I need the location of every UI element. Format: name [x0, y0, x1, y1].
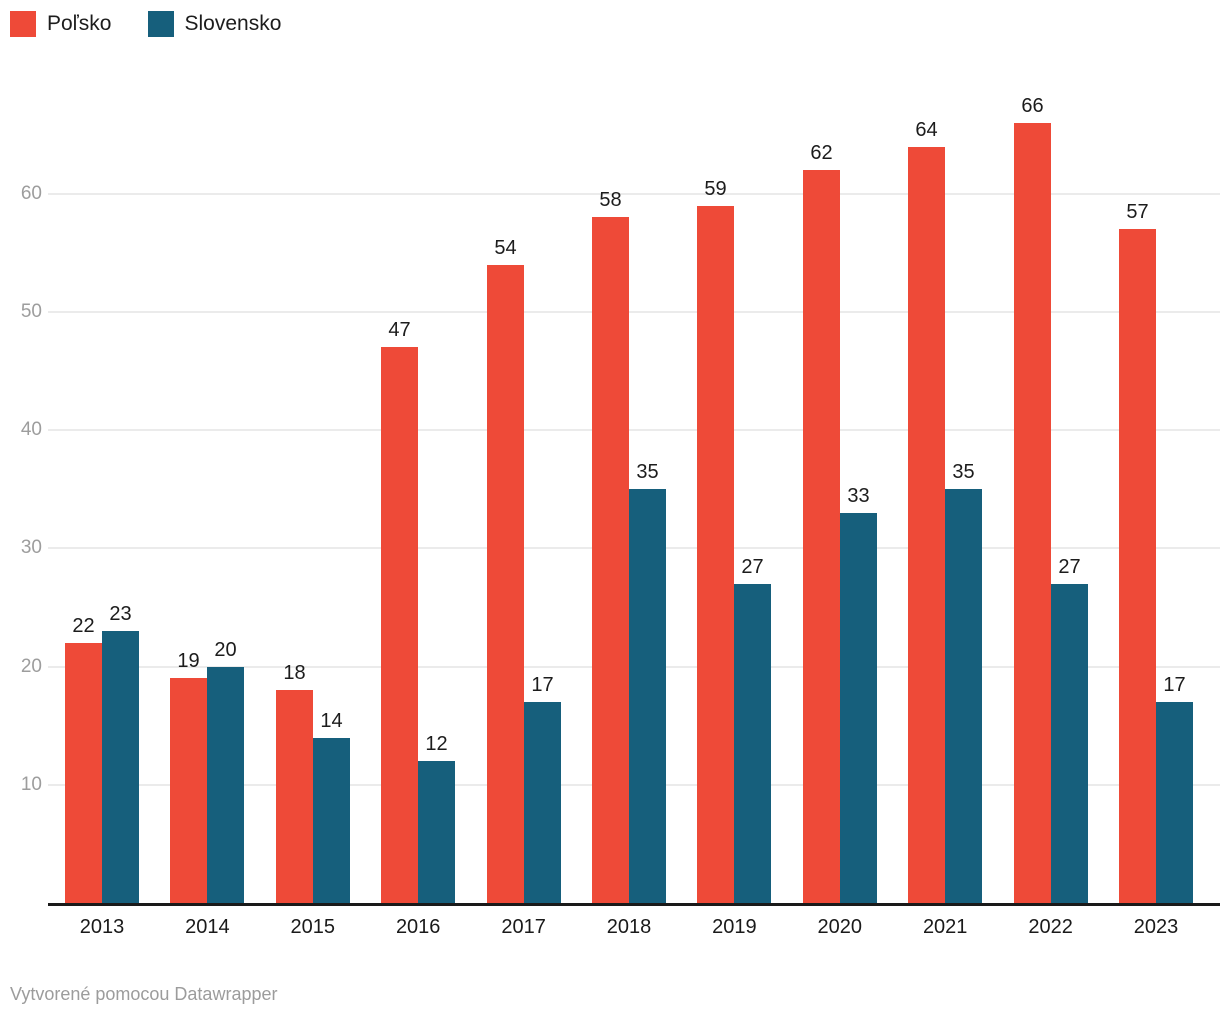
- bar-polsko-2020[interactable]: [803, 170, 840, 903]
- y-axis-tick-label: 10: [20, 774, 42, 795]
- gridline: [48, 311, 1220, 313]
- bar-slovensko-2022[interactable]: [1051, 584, 1088, 903]
- y-axis-tick-label: 20: [20, 656, 42, 677]
- bar-value-label: 57: [1126, 201, 1149, 223]
- bar-polsko-2015[interactable]: [276, 690, 313, 903]
- x-axis-label: 2022: [1028, 916, 1073, 938]
- x-axis-label: 2019: [712, 916, 757, 938]
- bar-polsko-2013[interactable]: [65, 643, 102, 903]
- legend-swatch-polsko: [10, 11, 36, 37]
- bar-value-label: 59: [704, 178, 727, 200]
- bar-value-label: 64: [915, 119, 938, 141]
- bar-slovensko-2014[interactable]: [207, 667, 244, 903]
- bar-value-label: 62: [810, 142, 833, 164]
- bar-value-label: 66: [1021, 95, 1044, 117]
- bar-slovensko-2019[interactable]: [734, 584, 771, 903]
- legend: Poľsko Slovensko: [10, 11, 281, 37]
- bar-polsko-2014[interactable]: [170, 678, 207, 903]
- x-axis-label: 2021: [922, 916, 968, 938]
- bar-value-label: 35: [952, 461, 975, 483]
- bar-slovensko-2023[interactable]: [1156, 702, 1193, 903]
- y-axis-tick-label: 40: [20, 419, 42, 440]
- attribution-link[interactable]: Vytvorené pomocou Datawrapper: [10, 984, 278, 1004]
- y-axis-tick-label: 30: [20, 537, 42, 558]
- gridline: [48, 193, 1220, 195]
- bar-value-label: 58: [599, 189, 622, 211]
- bar-polsko-2017[interactable]: [487, 265, 524, 903]
- x-axis-label: 2014: [185, 916, 230, 938]
- bar-slovensko-2021[interactable]: [945, 489, 982, 903]
- bar-value-label: 23: [109, 603, 132, 625]
- x-axis-label: 2017: [501, 916, 546, 938]
- bar-slovensko-2015[interactable]: [313, 738, 350, 903]
- bar-value-label: 17: [1163, 674, 1186, 696]
- bar-value-label: 17: [531, 674, 554, 696]
- bar-polsko-2019[interactable]: [697, 206, 734, 903]
- bar-value-label: 18: [283, 662, 306, 684]
- bar-value-label: 14: [320, 710, 343, 732]
- bar-value-label: 35: [636, 461, 659, 483]
- bar-value-label: 27: [741, 556, 764, 578]
- bar-value-label: 47: [388, 319, 411, 341]
- bar-slovensko-2017[interactable]: [524, 702, 561, 903]
- gridline: [48, 429, 1220, 431]
- x-axis-label: 2023: [1133, 916, 1179, 938]
- x-axis-label: 2015: [290, 916, 336, 938]
- legend-label-polsko: Poľsko: [47, 12, 112, 35]
- bar-slovensko-2018[interactable]: [629, 489, 666, 903]
- bar-value-label: 20: [214, 639, 237, 661]
- x-axis-label: 2016: [395, 916, 441, 938]
- y-axis-tick-label: 60: [20, 183, 42, 204]
- legend-swatch-slovensko: [147, 11, 174, 37]
- bar-value-label: 22: [72, 615, 95, 637]
- y-axis-tick-label: 50: [20, 301, 42, 322]
- bar-polsko-2021[interactable]: [908, 147, 945, 903]
- legend-item-slovensko: Slovensko: [147, 11, 282, 37]
- legend-label-slovensko: Slovensko: [184, 12, 282, 35]
- bar-slovensko-2016[interactable]: [418, 761, 455, 903]
- bar-polsko-2018[interactable]: [592, 217, 629, 903]
- bar-value-label: 27: [1058, 556, 1081, 578]
- bar-slovensko-2020[interactable]: [840, 513, 877, 903]
- bar-polsko-2016[interactable]: [381, 347, 418, 903]
- bar-value-label: 54: [494, 237, 517, 259]
- bar-polsko-2023[interactable]: [1119, 229, 1156, 903]
- bar-value-label: 12: [425, 733, 448, 755]
- x-axis-label: 2013: [79, 916, 125, 938]
- x-axis-line: [48, 903, 1220, 906]
- bar-value-label: 33: [847, 485, 870, 507]
- x-axis-label: 2018: [606, 916, 652, 938]
- bar-slovensko-2013[interactable]: [102, 631, 139, 903]
- bar-polsko-2022[interactable]: [1014, 123, 1051, 903]
- bar-value-label: 19: [177, 650, 200, 672]
- x-axis-label: 2020: [817, 916, 863, 938]
- legend-item-polsko: Poľsko: [10, 11, 112, 37]
